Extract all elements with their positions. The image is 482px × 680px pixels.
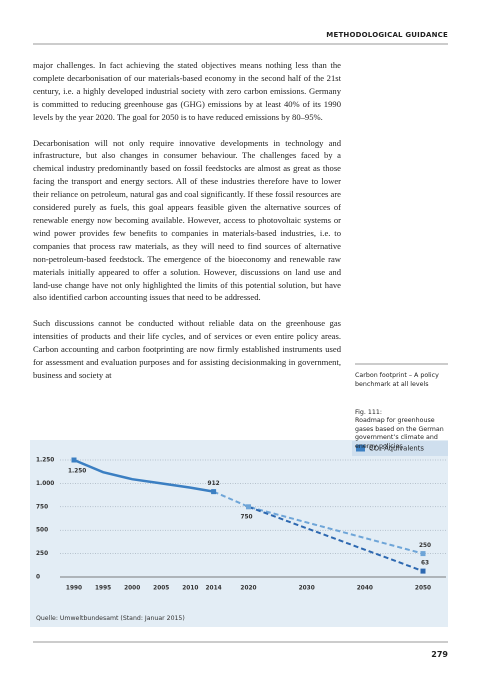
section-header: METHODOLOGICAL GUIDANCE — [326, 31, 448, 39]
y-tick-label: 1.250 — [36, 458, 54, 464]
data-label: 1.250 — [68, 469, 86, 475]
data-point — [211, 489, 217, 495]
data-label: 250 — [419, 543, 431, 549]
page-number: 279 — [431, 650, 448, 659]
y-tick-label: 500 — [36, 528, 48, 534]
data-line — [73, 458, 214, 493]
data-label: 912 — [208, 481, 220, 487]
x-tick-label: 2010 — [182, 586, 198, 592]
legend-label: CO₂-Äquivalents — [369, 444, 424, 453]
x-tick-label: 1995 — [95, 586, 111, 592]
projection-line — [248, 505, 424, 573]
data-point — [71, 457, 77, 463]
data-label: 750 — [240, 514, 252, 520]
x-tick-label: 2040 — [357, 586, 373, 592]
y-tick-label: 0 — [36, 575, 40, 581]
data-label: 63 — [421, 561, 429, 567]
x-tick-label: 2030 — [299, 586, 315, 592]
x-tick-label: 2050 — [415, 586, 431, 592]
y-tick-label: 750 — [36, 504, 48, 510]
body-text: major challenges. In fact achieving the … — [33, 59, 341, 395]
sidebar-heading: Carbon footprint – A policy benchmark at… — [355, 372, 439, 388]
data-point — [420, 551, 426, 557]
y-tick-label: 250 — [36, 551, 48, 557]
x-tick-label: 2020 — [240, 586, 256, 592]
paragraph: Decarbonisation will not only require in… — [33, 137, 341, 303]
chart-source: Quelle: Umweltbundesamt (Stand: Januar 2… — [36, 615, 185, 622]
paragraph: major challenges. In fact achieving the … — [33, 60, 341, 122]
legend-box — [352, 441, 448, 456]
projection-line — [213, 490, 424, 555]
legend-swatch — [356, 444, 365, 452]
paragraph: Such discussions cannot be conducted wit… — [33, 318, 341, 380]
y-tick-label: 1.000 — [36, 481, 54, 487]
x-tick-label: 2000 — [124, 586, 140, 592]
figure-caption: Roadmap for greenhouse gases based on th… — [355, 417, 444, 450]
x-tick-label: 1990 — [66, 586, 82, 592]
data-point — [246, 504, 251, 510]
figure-label: Fig. 111: — [355, 409, 383, 416]
x-tick-label: 2005 — [153, 586, 169, 592]
x-tick-label: 2014 — [206, 586, 222, 592]
data-point — [420, 568, 426, 574]
